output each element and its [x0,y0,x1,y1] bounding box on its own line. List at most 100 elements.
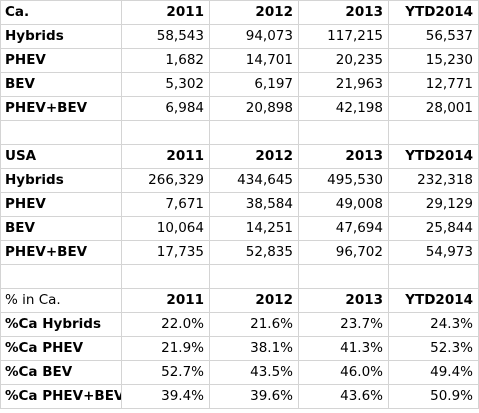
value-cell[interactable]: 39.6% [209,384,299,409]
value-cell[interactable]: 17,735 [121,240,210,265]
value-cell[interactable]: 43.5% [209,360,299,385]
year-header-cell[interactable]: 2011 [121,0,210,25]
value-cell[interactable]: 232,318 [388,168,479,193]
table-row: %Ca Hybrids 22.0% 21.6% 23.7% 24.3% [0,312,479,337]
row-label-cell[interactable]: %Ca BEV [0,360,122,385]
year-header-cell[interactable]: 2011 [121,288,210,313]
value-cell[interactable]: 38.1% [209,336,299,361]
table-row: BEV 5,302 6,197 21,963 12,771 [0,72,479,97]
value-cell[interactable]: 22.0% [121,312,210,337]
value-cell[interactable]: 117,215 [298,24,389,49]
value-cell[interactable]: 47,694 [298,216,389,241]
year-header-cell[interactable]: 2012 [209,288,299,313]
value-cell[interactable]: 6,984 [121,96,210,121]
value-cell[interactable]: 28,001 [388,96,479,121]
row-label-cell[interactable]: PHEV [0,48,122,73]
value-cell[interactable]: 58,543 [121,24,210,49]
empty-cell[interactable] [298,120,389,145]
year-header-cell[interactable]: 2012 [209,144,299,169]
table-row: %Ca BEV 52.7% 43.5% 46.0% 49.4% [0,360,479,385]
value-cell[interactable]: 56,537 [388,24,479,49]
value-cell[interactable]: 12,771 [388,72,479,97]
row-label-cell[interactable]: PHEV+BEV [0,96,122,121]
value-cell[interactable]: 14,251 [209,216,299,241]
table-row: %Ca PHEV 21.9% 38.1% 41.3% 52.3% [0,336,479,361]
value-cell[interactable]: 6,197 [209,72,299,97]
empty-cell[interactable] [0,120,122,145]
value-cell[interactable]: 42,198 [298,96,389,121]
empty-cell[interactable] [121,120,210,145]
row-label-cell[interactable]: PHEV+BEV [0,240,122,265]
row-label-cell[interactable]: BEV [0,72,122,97]
value-cell[interactable]: 20,898 [209,96,299,121]
value-cell[interactable]: 49.4% [388,360,479,385]
value-cell[interactable]: 54,973 [388,240,479,265]
value-cell[interactable]: 495,530 [298,168,389,193]
year-header-cell[interactable]: 2012 [209,0,299,25]
table-row: Hybrids 266,329 434,645 495,530 232,318 [0,168,479,193]
section-header-row: % in Ca. 2011 2012 2013 YTD2014 [0,288,479,313]
value-cell[interactable]: 21.6% [209,312,299,337]
empty-cell[interactable] [388,120,479,145]
value-cell[interactable]: 43.6% [298,384,389,409]
table-row: PHEV 7,671 38,584 49,008 29,129 [0,192,479,217]
table-row: PHEV+BEV 17,735 52,835 96,702 54,973 [0,240,479,265]
section-title-cell[interactable]: USA [0,144,122,169]
empty-cell[interactable] [121,264,210,289]
year-header-cell[interactable]: YTD2014 [388,288,479,313]
value-cell[interactable]: 14,701 [209,48,299,73]
row-label-cell[interactable]: Hybrids [0,24,122,49]
table-row: PHEV+BEV 6,984 20,898 42,198 28,001 [0,96,479,121]
empty-cell[interactable] [298,264,389,289]
year-header-cell[interactable]: YTD2014 [388,0,479,25]
value-cell[interactable]: 52,835 [209,240,299,265]
row-label-cell[interactable]: %Ca PHEV [0,336,122,361]
year-header-cell[interactable]: 2011 [121,144,210,169]
value-cell[interactable]: 10,064 [121,216,210,241]
table-row: BEV 10,064 14,251 47,694 25,844 [0,216,479,241]
value-cell[interactable]: 24.3% [388,312,479,337]
section-title-cell[interactable]: % in Ca. [0,288,122,313]
year-header-cell[interactable]: 2013 [298,288,389,313]
empty-cell[interactable] [0,264,122,289]
row-label-cell[interactable]: %Ca PHEV+BEV [0,384,122,409]
year-header-cell[interactable]: 2013 [298,0,389,25]
value-cell[interactable]: 46.0% [298,360,389,385]
empty-cell[interactable] [209,120,299,145]
value-cell[interactable]: 21,963 [298,72,389,97]
value-cell[interactable]: 7,671 [121,192,210,217]
value-cell[interactable]: 50.9% [388,384,479,409]
value-cell[interactable]: 52.3% [388,336,479,361]
value-cell[interactable]: 41.3% [298,336,389,361]
value-cell[interactable]: 52.7% [121,360,210,385]
empty-cell[interactable] [209,264,299,289]
value-cell[interactable]: 39.4% [121,384,210,409]
value-cell[interactable]: 29,129 [388,192,479,217]
value-cell[interactable]: 15,230 [388,48,479,73]
table-row: Hybrids 58,543 94,073 117,215 56,537 [0,24,479,49]
year-header-cell[interactable]: YTD2014 [388,144,479,169]
year-header-cell[interactable]: 2013 [298,144,389,169]
value-cell[interactable]: 38,584 [209,192,299,217]
value-cell[interactable]: 20,235 [298,48,389,73]
value-cell[interactable]: 1,682 [121,48,210,73]
table-row: %Ca PHEV+BEV 39.4% 39.6% 43.6% 50.9% [0,384,479,409]
section-header-row: Ca. 2011 2012 2013 YTD2014 [0,0,479,25]
value-cell[interactable]: 266,329 [121,168,210,193]
row-label-cell[interactable]: %Ca Hybrids [0,312,122,337]
section-title-cell[interactable]: Ca. [0,0,122,25]
value-cell[interactable]: 25,844 [388,216,479,241]
value-cell[interactable]: 96,702 [298,240,389,265]
value-cell[interactable]: 5,302 [121,72,210,97]
table-row: PHEV 1,682 14,701 20,235 15,230 [0,48,479,73]
value-cell[interactable]: 94,073 [209,24,299,49]
value-cell[interactable]: 21.9% [121,336,210,361]
row-label-cell[interactable]: BEV [0,216,122,241]
value-cell[interactable]: 49,008 [298,192,389,217]
value-cell[interactable]: 434,645 [209,168,299,193]
value-cell[interactable]: 23.7% [298,312,389,337]
row-label-cell[interactable]: PHEV [0,192,122,217]
row-label-cell[interactable]: Hybrids [0,168,122,193]
empty-cell[interactable] [388,264,479,289]
